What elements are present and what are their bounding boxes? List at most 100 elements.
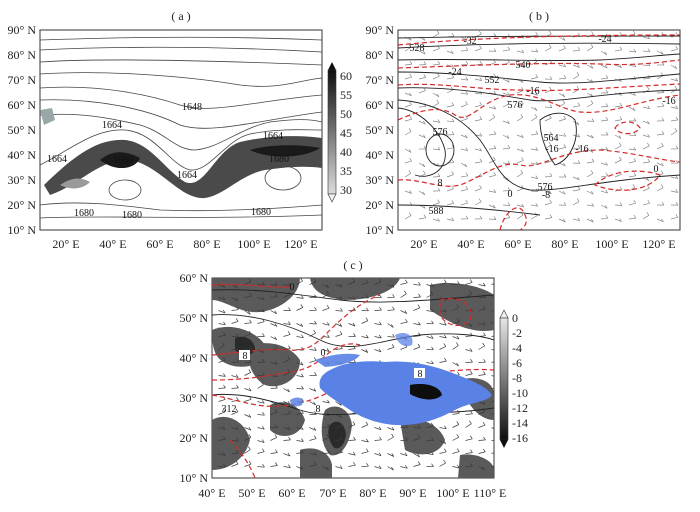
wind-barb [245,363,252,364]
x-tick: 40° E [99,237,126,251]
contour-label: 588 [429,206,444,217]
colorbar-bar [500,318,508,440]
colorbar-tick: 60 [340,69,352,83]
contour-label: 1664 [102,120,122,131]
panel-label: ( c ) [343,258,362,272]
x-tick: 80° E [193,237,220,251]
contour-label: 1680 [113,155,133,166]
contour-label: 576 [508,100,523,111]
y-tick: 30° N [180,391,209,405]
panel-label: ( b ) [529,9,549,23]
x-tick: 20° E [52,237,79,251]
y-axis: 60° N 50° N 40° N 30° N 20° N 10° N [180,271,209,485]
colorbar-c: 0 -2 -4 -6 -8 -10 -12 -14 -16 [500,310,528,448]
colorbar-cap-top [328,62,336,70]
colorbar-tick: -16 [512,431,528,445]
wind-barb-flag [496,309,498,312]
contour-label: 564 [544,133,559,144]
contour-label: 1648 [182,102,202,113]
y-tick: 30° N [366,173,395,187]
x-tick: 60° E [278,486,305,500]
colorbar-tick: -10 [512,386,528,400]
x-tick: 120° E [284,237,317,251]
wind-barb-flag [496,332,498,335]
colorbar-tick: -14 [512,416,528,430]
contour-label: -24 [448,67,461,78]
y-tick: 20° N [180,431,209,445]
wind-barb [232,337,239,338]
colorbar-a: 60 55 50 45 40 35 30 [328,62,352,202]
contour-label: 0 [508,189,513,200]
wind-barb [349,440,356,441]
contour-label: -16 [545,144,558,155]
colorbar-tick: -12 [512,401,528,415]
contour-label: 1664 [263,131,283,142]
y-tick: 80° N [8,48,37,62]
y-tick: 60° N [366,98,395,112]
y-tick: 70° N [366,73,395,87]
y-axis: 90° N 80° N 70° N 60° N 50° N 40° N 30° … [366,23,395,237]
y-tick: 70° N [8,73,37,87]
x-tick: 20° E [410,237,437,251]
wind-barb [414,297,421,298]
x-tick: 100° E [595,237,628,251]
wind-barb [310,324,317,325]
wind-barb [657,93,664,94]
panel-label: ( a ) [171,9,190,23]
wind-barb [297,389,304,390]
contour-label: -16 [662,96,675,107]
contour-label: 576 [433,127,448,138]
x-tick: 90° E [399,486,426,500]
contour-label: 540 [516,60,531,71]
wind-barb [489,219,496,220]
colorbar-tick: 30 [340,183,352,197]
colorbar-tick: 0 [512,311,518,325]
contour-label: -8 [542,190,550,201]
wind-barb [258,285,265,286]
contour-label: 1680 [269,154,289,165]
wind-barb [615,205,622,206]
colorbar-tick: 40 [340,145,352,159]
colorbar-cap-top [500,310,508,318]
x-tick: 110° E [474,486,507,500]
wind-barb-flag [496,427,498,430]
contour-label: 1664 [177,170,197,181]
colorbar-tick: 55 [340,88,352,102]
wind-barb-flag [497,385,499,388]
y-tick: 40° N [180,351,209,365]
wind-barb-flag [496,375,498,378]
y-tick: 90° N [366,23,395,37]
colorbar-tick: -8 [512,371,522,385]
colorbar-tick: 50 [340,107,352,121]
colorbar-cap-bottom [328,194,336,202]
colorbar-tick: -4 [512,341,522,355]
x-tick: 100° E [237,237,270,251]
y-tick: 20° N [8,198,37,212]
contour-label: 1664 [47,154,67,165]
contour-label: 528 [410,43,425,54]
wind-barb-flag [497,438,499,441]
contour-label: -16 [526,86,539,97]
contour-label: 0 [290,282,295,293]
wind-barb [433,177,440,178]
x-axis: 20° E 40° E 60° E 80° E 100° E 120° E [410,237,675,251]
panel-b: ( b ) [366,9,680,251]
colorbar-tick: -2 [512,326,522,340]
x-tick: 50° E [238,486,265,500]
contour-label: 1680 [122,210,142,221]
contour-label: 8 [438,178,443,189]
contour-label: 8 [243,351,248,362]
y-tick: 40° N [366,148,395,162]
panel-c: ( c ) [180,258,528,500]
contour-label: 312 [222,404,237,415]
contour-label: 1680 [74,208,94,219]
colorbar-tick: 45 [340,126,352,140]
y-tick: 90° N [8,23,37,37]
y-tick: 50° N [8,123,37,137]
y-tick: 10° N [180,471,209,485]
y-tick: 80° N [366,48,395,62]
wind-barb [323,453,330,454]
wind-barb-flag [496,280,498,283]
